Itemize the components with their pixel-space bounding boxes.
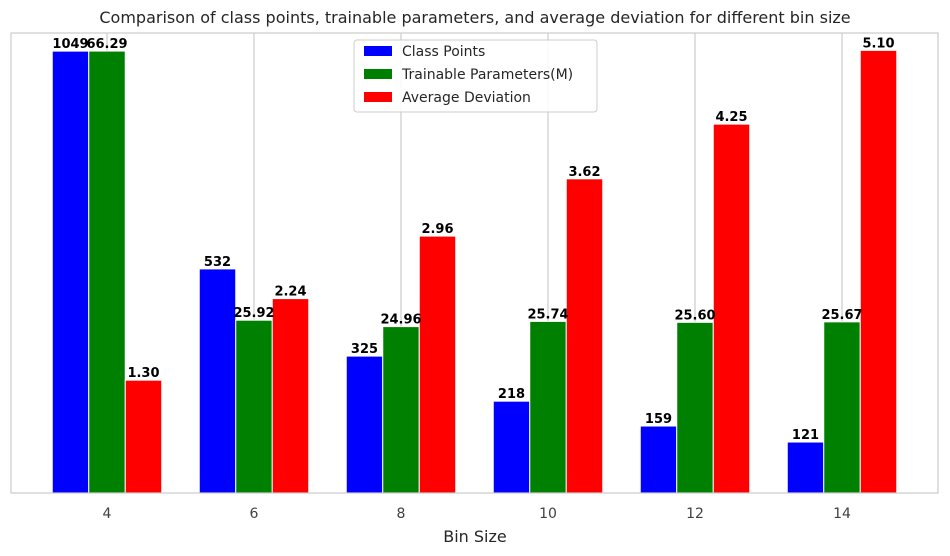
bar-average-deviation-8 <box>418 235 457 494</box>
bar-trainable-parameters-m-10 <box>529 320 567 494</box>
bar-average-deviation-6 <box>271 298 310 494</box>
bar-average-deviation-10 <box>565 178 604 494</box>
legend-label-average-deviation: Average Deviation <box>402 90 531 106</box>
x-axis-label: Bin Size <box>443 527 507 546</box>
data-label-class-points-8: 325 <box>351 342 378 357</box>
data-label-trainable-parameters-m-14: 25.67 <box>821 308 862 323</box>
data-label-average-deviation-12: 4.25 <box>715 110 747 125</box>
legend-swatch-average-deviation <box>364 92 392 102</box>
x-tick-8: 8 <box>397 506 406 522</box>
legend-swatch-trainable-parameters-m <box>364 69 392 79</box>
data-label-trainable-parameters-m-8: 24.96 <box>380 313 421 328</box>
x-tick-12: 12 <box>686 506 704 522</box>
data-label-class-points-4: 1049 <box>52 37 88 52</box>
bars <box>51 49 898 494</box>
data-label-class-points-12: 159 <box>645 412 672 427</box>
x-tick-4: 4 <box>103 506 112 522</box>
bar-class-points-8 <box>345 355 384 494</box>
data-label-average-deviation-8: 2.96 <box>421 222 453 237</box>
bar-trainable-parameters-m-4 <box>88 50 126 494</box>
data-label-trainable-parameters-m-6: 25.92 <box>233 306 274 321</box>
bar-class-points-14 <box>786 441 825 494</box>
bar-average-deviation-14 <box>859 49 898 494</box>
data-label-class-points-14: 121 <box>792 428 819 443</box>
chart-title: Comparison of class points, trainable pa… <box>99 8 850 27</box>
x-tick-14: 14 <box>833 506 851 522</box>
plot-frame <box>10 32 939 494</box>
bar-trainable-parameters-m-12 <box>676 321 714 494</box>
data-label-average-deviation-14: 5.10 <box>862 36 894 51</box>
bar-trainable-parameters-m-14 <box>823 321 861 494</box>
x-tick-6: 6 <box>250 506 259 522</box>
legend-label-class-points: Class Points <box>402 44 485 60</box>
x-tick-labels: 4 6 8 10 12 14 <box>103 506 851 522</box>
data-label-average-deviation-10: 3.62 <box>568 165 600 180</box>
bar-trainable-parameters-m-8 <box>382 326 420 494</box>
data-label-trainable-parameters-m-4: 66.29 <box>86 37 127 52</box>
legend-label-trainable-parameters-m: Trainable Parameters(M) <box>401 67 573 83</box>
bar-average-deviation-12 <box>712 123 751 494</box>
data-label-trainable-parameters-m-10: 25.74 <box>527 307 568 322</box>
bar-trainable-parameters-m-6 <box>235 319 273 494</box>
bar-class-points-12 <box>639 425 678 494</box>
bar-class-points-6 <box>198 268 237 494</box>
legend-box <box>353 39 598 113</box>
data-label-class-points-10: 218 <box>498 387 525 402</box>
bar-average-deviation-4 <box>124 379 163 494</box>
data-labels: 1049 532 325 218 159 121 66.29 25.92 24.96 25.74 2… <box>52 36 894 443</box>
data-label-average-deviation-4: 1.30 <box>127 366 159 381</box>
x-tick-10: 10 <box>539 506 557 522</box>
legend: Class Points Trainable Parameters(M) Avera… <box>353 39 598 113</box>
legend-swatch-class-points <box>364 46 392 56</box>
bar-class-points-4 <box>51 50 90 494</box>
data-label-trainable-parameters-m-12: 25.60 <box>674 308 715 323</box>
data-label-average-deviation-6: 2.24 <box>274 285 306 300</box>
data-label-class-points-6: 532 <box>204 255 231 270</box>
bar-class-points-10 <box>492 400 531 494</box>
